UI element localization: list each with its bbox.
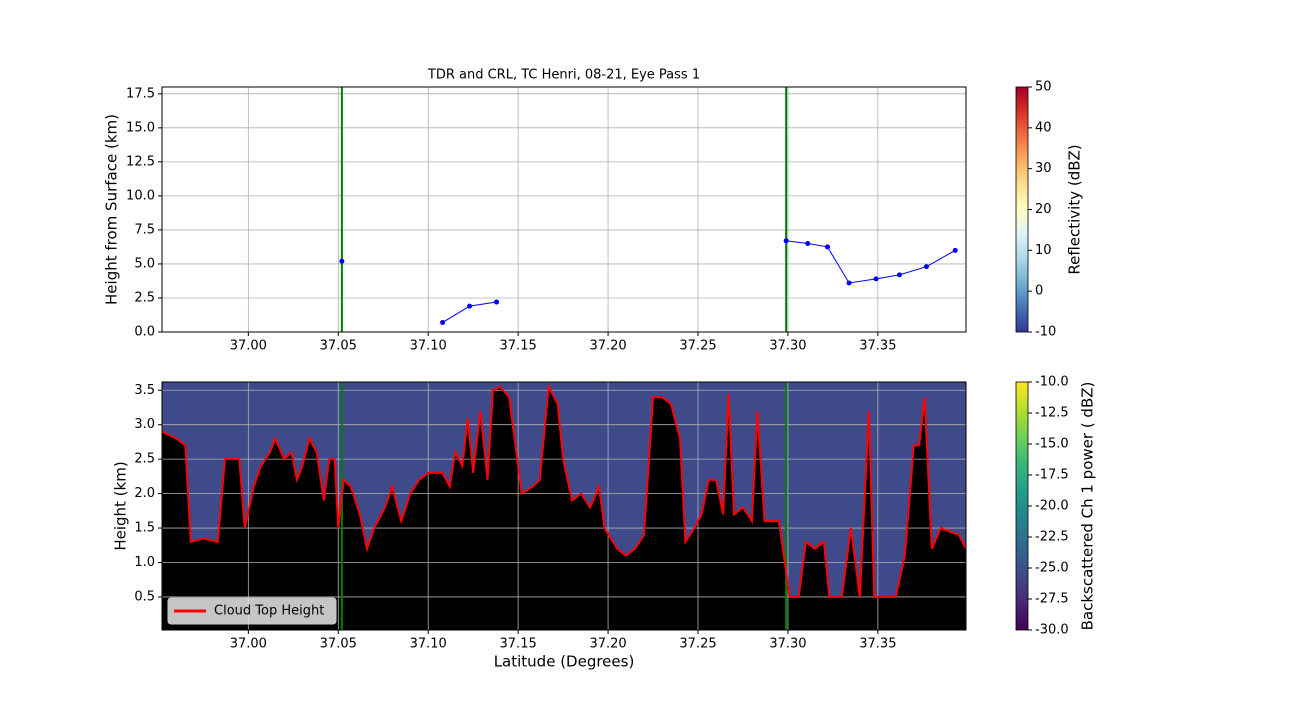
colorbar-label: Reflectivity (dBZ) (1066, 144, 1084, 274)
point (873, 276, 879, 282)
y-tick-label: 15.0 (126, 120, 155, 135)
colorbar-tick-label: -22.5 (1035, 530, 1069, 545)
y-tick-label: 3.0 (134, 417, 155, 432)
colorbar-tick-label: -10.0 (1035, 375, 1069, 390)
y-axis-label: Height from Surface (km) (103, 114, 121, 305)
point (339, 258, 345, 264)
cloud-area (162, 386, 966, 630)
x-tick-label: 37.25 (679, 637, 716, 652)
y-tick-label: 17.5 (126, 86, 155, 101)
colorbar-tick-label: -20.0 (1035, 499, 1069, 514)
x-tick-label: 37.05 (320, 637, 357, 652)
point (783, 238, 789, 244)
colorbar-tick-label: 30 (1035, 161, 1052, 176)
colorbar-tick-label: -17.5 (1035, 468, 1069, 483)
y-tick-label: 5.0 (134, 256, 155, 271)
colorbar-label: Backscattered Ch 1 power ( dBZ) (1079, 382, 1097, 631)
y-tick-label: 1.0 (134, 555, 155, 570)
y-tick-label: 12.5 (126, 154, 155, 169)
axes-frame (161, 86, 967, 333)
x-tick-label: 37.20 (589, 339, 626, 354)
colorbar-tick-label: 40 (1035, 120, 1052, 135)
y-tick-label: 10.0 (126, 188, 155, 203)
x-tick-label: 37.15 (500, 637, 537, 652)
y-tick-label: 2.0 (134, 486, 155, 501)
x-tick-label: 37.00 (230, 637, 267, 652)
y-tick-label: 0.0 (134, 325, 155, 340)
y-tick-label: 3.5 (134, 383, 155, 398)
legend-box (167, 597, 337, 625)
x-tick-label: 37.10 (410, 339, 447, 354)
colorbar-tick-label: 10 (1035, 243, 1052, 258)
point (825, 244, 831, 250)
x-tick-label: 37.25 (679, 339, 716, 354)
chart-title: TDR and CRL, TC Henri, 08-21, Eye Pass 1 (427, 68, 700, 83)
colorbar-tick-label: -10 (1035, 325, 1056, 340)
x-tick-label: 37.30 (769, 339, 806, 354)
y-axis-label: Height (km) (112, 461, 130, 550)
point (467, 303, 473, 309)
y-tick-label: 7.5 (134, 222, 155, 237)
x-tick-label: 37.15 (500, 339, 537, 354)
x-tick-label: 37.35 (859, 637, 896, 652)
point (805, 241, 811, 247)
y-tick-label: 0.5 (134, 589, 155, 604)
colorbar (1015, 86, 1029, 333)
colorbar-tick-label: -15.0 (1035, 437, 1069, 452)
point (846, 280, 852, 286)
x-tick-label: 37.35 (859, 339, 896, 354)
axes-frame (161, 381, 967, 631)
x-tick-label: 37.05 (320, 339, 357, 354)
colorbar-tick-label: 20 (1035, 202, 1052, 217)
colorbar-tick-label: -27.5 (1035, 592, 1069, 607)
x-tick-label: 37.00 (230, 339, 267, 354)
x-tick-label: 37.20 (589, 637, 626, 652)
colorbar (1015, 381, 1029, 631)
x-axis-label: Latitude (Degrees) (494, 653, 635, 671)
colorbar-tick-label: -25.0 (1035, 561, 1069, 576)
point (896, 272, 902, 278)
colorbar-tick-label: 50 (1035, 80, 1052, 95)
y-tick-label: 2.5 (134, 290, 155, 305)
x-tick-label: 37.10 (410, 637, 447, 652)
colorbar-tick-label: 0 (1035, 284, 1043, 299)
x-tick-label: 37.30 (769, 637, 806, 652)
series-line (162, 383, 966, 598)
y-tick-label: 2.5 (134, 452, 155, 467)
point (440, 319, 446, 325)
y-tick-label: 1.5 (134, 521, 155, 536)
series-line (786, 240, 956, 284)
point (952, 247, 958, 253)
point (923, 264, 929, 270)
point (494, 299, 500, 305)
legend-label: Cloud Top Height (214, 604, 324, 619)
colorbar-tick-label: -30.0 (1035, 623, 1069, 638)
colorbar-tick-label: -12.5 (1035, 406, 1069, 421)
